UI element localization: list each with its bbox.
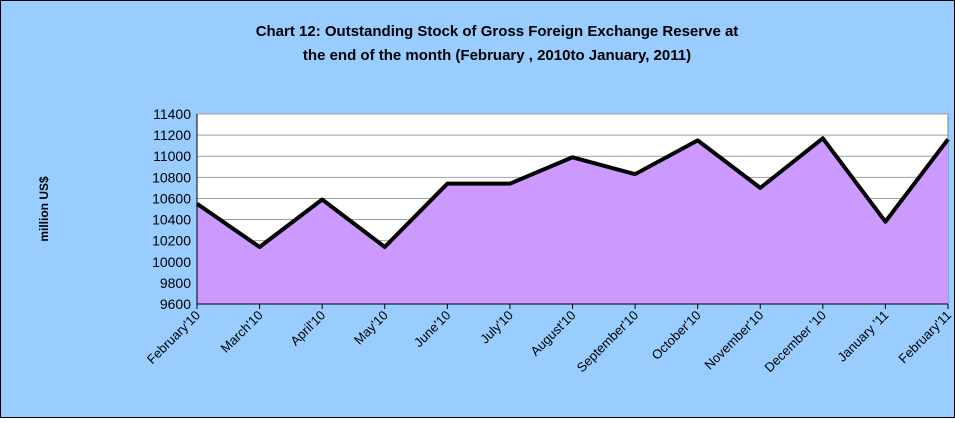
y-tick-label: 11200 [153, 127, 191, 143]
y-tick-label: 10000 [152, 254, 191, 270]
chart-title: Chart 12: Outstanding Stock of Gross For… [256, 23, 739, 40]
y-tick-label: 9800 [160, 275, 191, 291]
y-tick-label: 11000 [153, 148, 191, 164]
y-tick-label: 10800 [152, 169, 191, 185]
chart-subtitle: the end of the month (February , 2010to … [303, 47, 691, 64]
y-tick-label: 11400 [153, 106, 191, 122]
y-tick-label: 9600 [160, 296, 191, 312]
line [195, 136, 950, 249]
y-axis-label: million US$ [37, 176, 51, 242]
y-tick-label: 10400 [152, 212, 191, 228]
area [197, 138, 948, 304]
y-tick-label: 10600 [152, 190, 191, 206]
y-tick-label: 10200 [152, 233, 191, 249]
